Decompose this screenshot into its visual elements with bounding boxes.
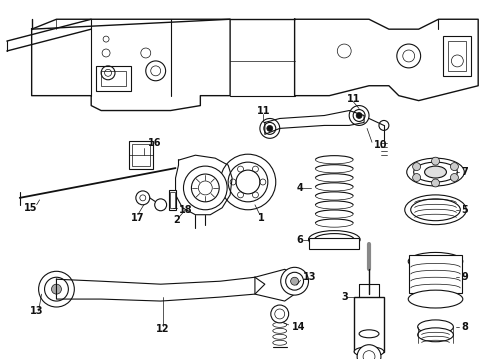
Circle shape [51, 284, 61, 294]
Text: 9: 9 [461, 272, 468, 282]
Polygon shape [294, 19, 478, 100]
Text: 15: 15 [24, 203, 37, 213]
Text: 13: 13 [30, 306, 43, 316]
Circle shape [450, 163, 458, 171]
Text: 1: 1 [258, 213, 265, 223]
Text: 4: 4 [296, 183, 303, 193]
Circle shape [183, 166, 227, 210]
Ellipse shape [273, 328, 287, 333]
Ellipse shape [408, 252, 463, 270]
Text: 7: 7 [461, 167, 468, 177]
Text: 13: 13 [302, 272, 316, 282]
Polygon shape [175, 155, 232, 215]
Text: 11: 11 [347, 94, 361, 104]
Text: 12: 12 [156, 324, 169, 334]
Ellipse shape [309, 231, 360, 248]
Ellipse shape [273, 323, 287, 327]
Ellipse shape [405, 195, 466, 225]
Text: 3: 3 [341, 292, 348, 302]
Circle shape [397, 44, 420, 68]
Circle shape [349, 105, 369, 125]
Circle shape [450, 174, 458, 181]
Polygon shape [255, 269, 294, 301]
Bar [170, 192, 174, 208]
Bar [96, 66, 131, 91]
Bar [310, 238, 359, 249]
Ellipse shape [417, 320, 453, 334]
Circle shape [281, 267, 309, 295]
Ellipse shape [273, 340, 287, 345]
Circle shape [267, 125, 273, 131]
Text: 10: 10 [374, 140, 388, 150]
Ellipse shape [407, 158, 465, 186]
Bar [409, 255, 462, 293]
Circle shape [155, 199, 167, 211]
Bar [354, 297, 384, 352]
Bar [101, 71, 126, 86]
Circle shape [356, 113, 362, 118]
Ellipse shape [354, 347, 384, 357]
Circle shape [413, 174, 420, 181]
Bar [443, 36, 471, 76]
Text: 5: 5 [461, 205, 468, 215]
Ellipse shape [273, 316, 287, 321]
Circle shape [357, 345, 381, 360]
Text: 8: 8 [461, 322, 468, 332]
Text: 16: 16 [148, 138, 161, 148]
Text: 2: 2 [173, 215, 180, 225]
Circle shape [413, 163, 420, 171]
Circle shape [271, 305, 289, 323]
Bar [169, 190, 175, 210]
Bar [129, 141, 153, 169]
Text: 11: 11 [257, 105, 270, 116]
Ellipse shape [425, 166, 446, 178]
Text: 18: 18 [178, 205, 192, 215]
Ellipse shape [417, 328, 453, 342]
Circle shape [432, 179, 440, 187]
Polygon shape [265, 111, 364, 134]
Circle shape [432, 157, 440, 165]
Circle shape [136, 191, 150, 205]
Circle shape [260, 118, 280, 138]
Text: 6: 6 [296, 234, 303, 244]
Circle shape [220, 154, 276, 210]
Bar [132, 144, 150, 166]
Polygon shape [56, 277, 265, 301]
Ellipse shape [273, 334, 287, 339]
Bar [448, 41, 466, 71]
Text: 14: 14 [292, 322, 305, 332]
Circle shape [291, 277, 298, 285]
Ellipse shape [408, 290, 463, 308]
Circle shape [39, 271, 74, 307]
Polygon shape [32, 19, 230, 111]
Text: 17: 17 [131, 213, 145, 223]
